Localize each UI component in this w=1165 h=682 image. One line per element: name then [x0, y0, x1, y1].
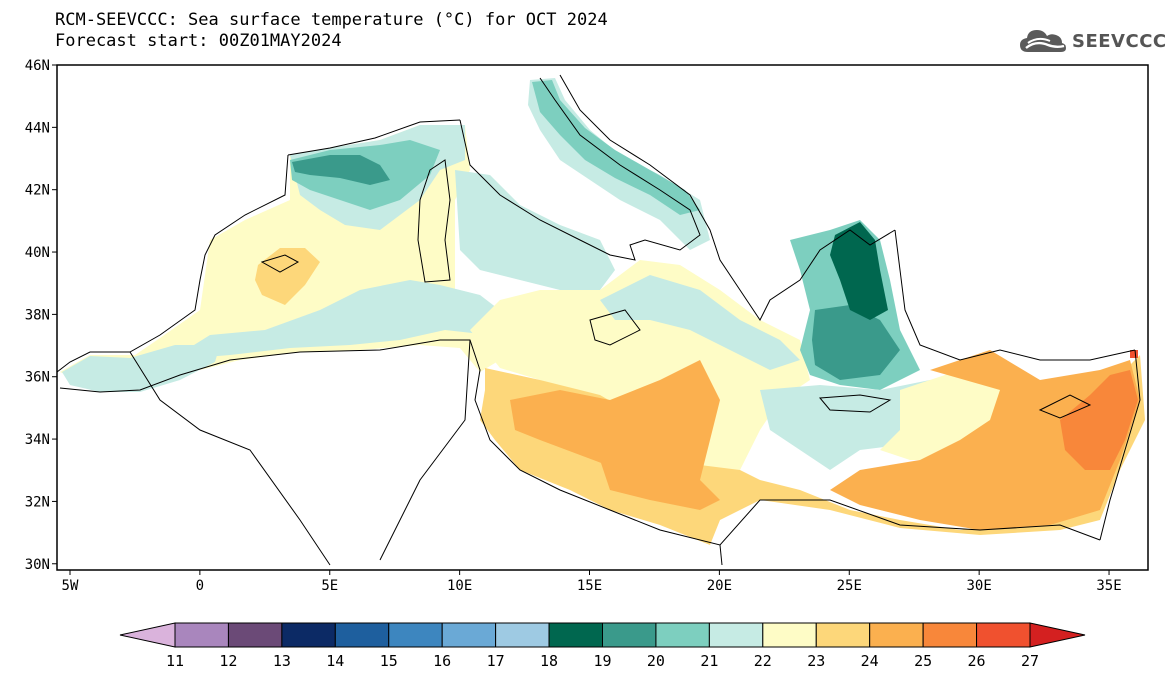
colorbar-segment [708, 622, 764, 648]
lon-tick-label: 25E [837, 578, 862, 594]
coast-corsica-sardinia [417, 159, 451, 283]
colorbar-segment [869, 622, 924, 648]
sst-region-adriatic-cool [532, 80, 700, 215]
map-frame [56, 64, 1149, 571]
seevccc-logo: SEEVCCC [1018, 25, 1165, 57]
lat-axis: 46N 44N 42N 40N 38N 36N 34N 32N 30N [25, 58, 57, 573]
colorbar-segment [174, 622, 229, 648]
coast-sicily [589, 309, 641, 346]
lon-tick-label: 15E [577, 578, 602, 594]
colorbar-segment [227, 622, 283, 648]
border-libya-egypt [719, 544, 723, 566]
colorbar: 11 12 13 14 15 16 17 18 19 20 21 22 23 24 25 26 27 [119, 622, 1086, 670]
colorbar-segment [281, 622, 336, 648]
colorbar-segment [334, 622, 390, 648]
colorbar-label: 27 [1021, 652, 1039, 670]
lat-tick-label: 34N [25, 432, 50, 448]
lon-tick-label: 10E [447, 578, 472, 594]
lat-tick-label: 42N [25, 183, 50, 199]
coast-cyprus [1038, 394, 1092, 419]
cloud-icon [1020, 30, 1066, 52]
coast-balkans [559, 74, 896, 321]
lat-tick-label: 46N [25, 58, 50, 74]
sst-region-tyrrhenian [455, 170, 615, 290]
colorbar-segment [922, 622, 978, 648]
coast-spain [57, 154, 289, 373]
colorbar-segment [762, 622, 817, 648]
coast-balearics [260, 254, 300, 273]
colorbar-label: 12 [219, 652, 237, 670]
lon-tick-label: 35E [1096, 578, 1121, 594]
colorbar-label: 21 [700, 652, 718, 670]
colorbar-segment [441, 622, 497, 648]
colorbar-segment [602, 622, 657, 648]
coast-africa [59, 339, 1101, 546]
colorbar-label: 26 [968, 652, 986, 670]
lon-axis: 5W 0 5E 10E 15E 20E 25E 30E 35E [62, 570, 1122, 594]
lon-tick-label: 5E [321, 578, 338, 594]
lon-tick-label: 20E [707, 578, 732, 594]
lat-tick-label: 38N [25, 307, 50, 323]
colorbar-label: 14 [326, 652, 344, 670]
forecast-start-label: Forecast start: 00Z01MAY2024 [55, 31, 342, 51]
colorbar-label: 20 [647, 652, 665, 670]
sst-region-balearic-warm [255, 248, 320, 305]
lat-tick-label: 40N [25, 245, 50, 261]
colorbar-label: 23 [807, 652, 825, 670]
lat-tick-label: 36N [25, 370, 50, 386]
colorbar-label: 24 [861, 652, 879, 670]
colorbar-label: 19 [593, 652, 611, 670]
lat-tick-label: 32N [25, 494, 50, 510]
sst-region-levantine [830, 350, 1140, 530]
colorbar-segment [976, 622, 1031, 648]
colorbar-over-triangle [1029, 622, 1086, 648]
lon-tick-label: 5W [62, 578, 79, 594]
sst-region-aegean-mid [812, 305, 900, 380]
colorbar-label: 16 [433, 652, 451, 670]
colorbar-label: 15 [380, 652, 398, 670]
coast-levant [1099, 349, 1141, 541]
colorbar-label: 18 [540, 652, 558, 670]
colorbar-label: 13 [273, 652, 291, 670]
sst-region-hotspot [1130, 350, 1138, 358]
coast-crete [818, 394, 892, 413]
colorbar-label: 22 [754, 652, 772, 670]
coastlines [57, 74, 1141, 566]
coast-turkey [894, 229, 1136, 361]
logo-text: SEEVCCC [1072, 30, 1165, 52]
colorbar-label: 17 [487, 652, 505, 670]
sst-region-gulf-of-lion [292, 155, 390, 185]
colorbar-label: 25 [914, 652, 932, 670]
lat-tick-label: 30N [25, 557, 50, 573]
sst-field [60, 78, 1145, 545]
sst-region-east-levantine [1060, 370, 1138, 470]
sst-region-gulf-of-sidra [510, 360, 720, 490]
colorbar-segment [388, 622, 443, 648]
colorbar-segment [548, 622, 603, 648]
sst-region-north-aegean [830, 222, 888, 320]
colorbar-segment [655, 622, 710, 648]
sst-region-central-cool [600, 275, 800, 370]
chart-title: RCM-SEEVCCC: Sea surface temperature (°C… [55, 10, 608, 30]
sst-region-libyan-warm [600, 460, 720, 510]
colorbar-under-triangle [119, 622, 176, 648]
border-north [129, 351, 331, 566]
border-algeria-tunisia [379, 339, 471, 561]
coast-italy [459, 77, 701, 261]
colorbar-segment [495, 622, 550, 648]
lon-tick-label: 0 [196, 578, 204, 594]
colorbar-label: 11 [166, 652, 184, 670]
colorbar-segment [815, 622, 871, 648]
lat-tick-label: 44N [25, 120, 50, 136]
lon-tick-label: 30E [967, 578, 992, 594]
sst-region-alboran-band [170, 280, 510, 360]
coast-france [287, 119, 461, 156]
